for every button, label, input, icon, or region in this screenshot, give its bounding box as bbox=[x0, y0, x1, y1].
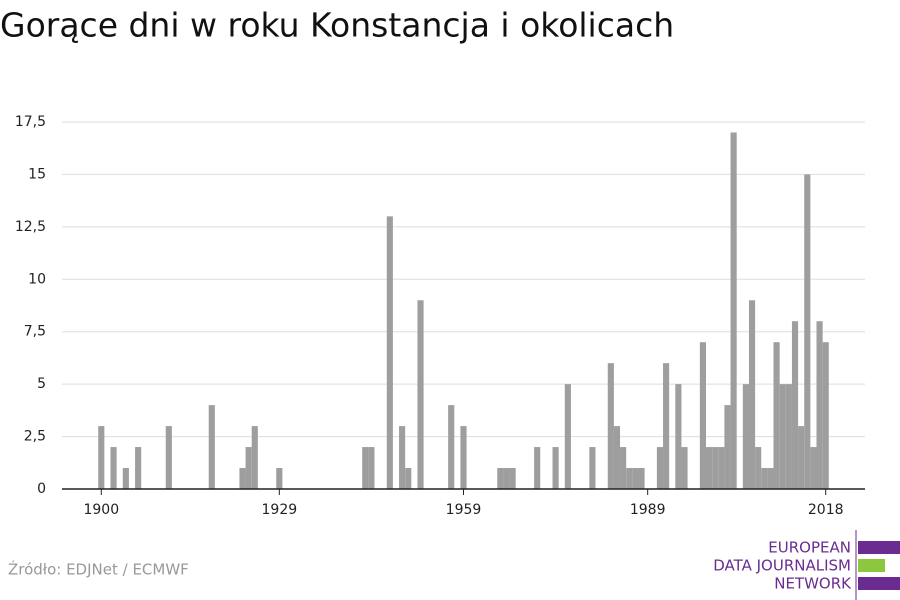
bar bbox=[791, 321, 799, 489]
bar bbox=[785, 384, 792, 489]
bar bbox=[730, 132, 737, 489]
logo-bar bbox=[858, 559, 885, 572]
bar bbox=[779, 384, 786, 489]
bar bbox=[724, 405, 731, 489]
bar bbox=[135, 447, 142, 489]
bar bbox=[675, 384, 682, 489]
bar bbox=[552, 447, 559, 489]
y-tick-label: 0 bbox=[37, 481, 46, 497]
bar bbox=[804, 174, 811, 489]
bar bbox=[165, 426, 172, 489]
bar bbox=[718, 447, 725, 489]
bar bbox=[620, 447, 627, 489]
bar bbox=[613, 426, 621, 489]
logo-bar bbox=[858, 541, 900, 554]
bar bbox=[607, 363, 614, 489]
x-tick-label: 1929 bbox=[262, 502, 298, 518]
bar bbox=[822, 342, 829, 489]
y-tick-label: 2,5 bbox=[24, 429, 46, 445]
y-tick-label: 15 bbox=[28, 166, 46, 182]
bar bbox=[509, 468, 516, 489]
bar bbox=[208, 405, 215, 489]
bar bbox=[798, 426, 805, 489]
bar bbox=[448, 405, 455, 489]
bar bbox=[110, 447, 117, 489]
bar bbox=[699, 342, 706, 489]
source: Źródło: EDJNet / ECMWF bbox=[8, 560, 189, 579]
bar bbox=[98, 426, 105, 489]
bar bbox=[564, 384, 571, 489]
y-tick-label: 5 bbox=[37, 376, 46, 392]
bar bbox=[276, 468, 283, 489]
bar bbox=[681, 447, 688, 489]
bar bbox=[239, 468, 246, 489]
bar bbox=[405, 468, 412, 489]
bar bbox=[245, 447, 252, 489]
bar bbox=[386, 216, 393, 489]
logo-text: NETWORK bbox=[774, 575, 852, 593]
bar bbox=[761, 468, 768, 489]
y-tick-label: 17,5 bbox=[15, 114, 46, 130]
bar bbox=[767, 468, 774, 489]
x-tick-label: 1900 bbox=[83, 502, 119, 518]
bar bbox=[816, 321, 823, 489]
x-tick-label: 2018 bbox=[808, 502, 844, 518]
bar bbox=[712, 447, 719, 489]
bar bbox=[638, 468, 645, 489]
bar bbox=[399, 426, 406, 489]
bar bbox=[497, 468, 504, 489]
bar bbox=[705, 447, 713, 489]
y-tick-label: 10 bbox=[28, 271, 46, 287]
bar bbox=[656, 447, 664, 489]
bar bbox=[632, 468, 639, 489]
bar bbox=[251, 426, 258, 489]
bar bbox=[742, 384, 749, 489]
x-tick-label: 1989 bbox=[630, 502, 666, 518]
bar bbox=[663, 363, 670, 489]
bar bbox=[503, 468, 510, 489]
bar bbox=[122, 468, 129, 489]
bar bbox=[589, 447, 596, 489]
logo-bar bbox=[858, 577, 900, 590]
chart-title: Gorące dni w roku Konstancja i okolicach bbox=[0, 6, 674, 45]
bar bbox=[534, 447, 541, 489]
x-tick-label: 1959 bbox=[446, 502, 482, 518]
bar bbox=[417, 300, 424, 489]
logo-text: EUROPEAN bbox=[768, 539, 851, 557]
y-tick-label: 12,5 bbox=[15, 219, 46, 235]
logo-text: DATA JOURNALISM bbox=[713, 557, 851, 575]
bar bbox=[810, 447, 817, 489]
bar bbox=[748, 300, 756, 489]
bar bbox=[755, 447, 762, 489]
bar bbox=[773, 342, 780, 489]
bar bbox=[626, 468, 633, 489]
bar bbox=[362, 447, 369, 489]
y-tick-label: 7,5 bbox=[24, 324, 46, 340]
bar bbox=[460, 426, 467, 489]
bar bbox=[368, 447, 375, 489]
